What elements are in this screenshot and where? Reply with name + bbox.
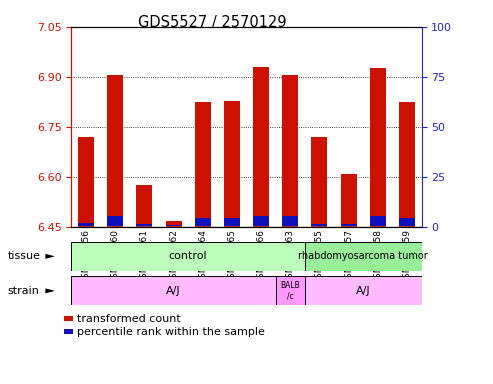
Text: control: control xyxy=(169,251,208,262)
Text: A/J: A/J xyxy=(356,286,370,296)
Text: strain: strain xyxy=(7,286,39,296)
Bar xyxy=(107,215,123,225)
Bar xyxy=(341,224,356,225)
Bar xyxy=(78,223,94,225)
Bar xyxy=(71,242,305,271)
Bar xyxy=(166,220,181,227)
Bar xyxy=(107,75,123,227)
Bar xyxy=(78,137,94,227)
Text: A/J: A/J xyxy=(166,286,181,296)
Text: transformed count: transformed count xyxy=(77,314,180,324)
Bar xyxy=(305,242,422,271)
Bar xyxy=(399,102,415,227)
Bar xyxy=(224,218,240,225)
Bar xyxy=(282,215,298,225)
Bar xyxy=(282,75,298,227)
Text: BALB
/c: BALB /c xyxy=(281,281,300,301)
Bar xyxy=(370,215,386,225)
Bar xyxy=(137,224,152,225)
Bar xyxy=(276,276,305,305)
Bar xyxy=(137,185,152,227)
Bar xyxy=(312,137,327,227)
Bar xyxy=(253,68,269,227)
Bar xyxy=(195,102,211,227)
Bar xyxy=(224,101,240,227)
Bar xyxy=(253,215,269,225)
Text: GDS5527 / 2570129: GDS5527 / 2570129 xyxy=(138,15,286,30)
Text: tissue: tissue xyxy=(7,251,40,262)
Text: rhabdomyosarcoma tumor: rhabdomyosarcoma tumor xyxy=(298,251,428,262)
Bar xyxy=(341,174,356,227)
Bar xyxy=(399,218,415,225)
Bar xyxy=(305,276,422,305)
Bar xyxy=(312,223,327,225)
Bar xyxy=(71,276,276,305)
Bar xyxy=(370,68,386,227)
Text: percentile rank within the sample: percentile rank within the sample xyxy=(77,327,265,337)
Bar xyxy=(195,218,211,225)
